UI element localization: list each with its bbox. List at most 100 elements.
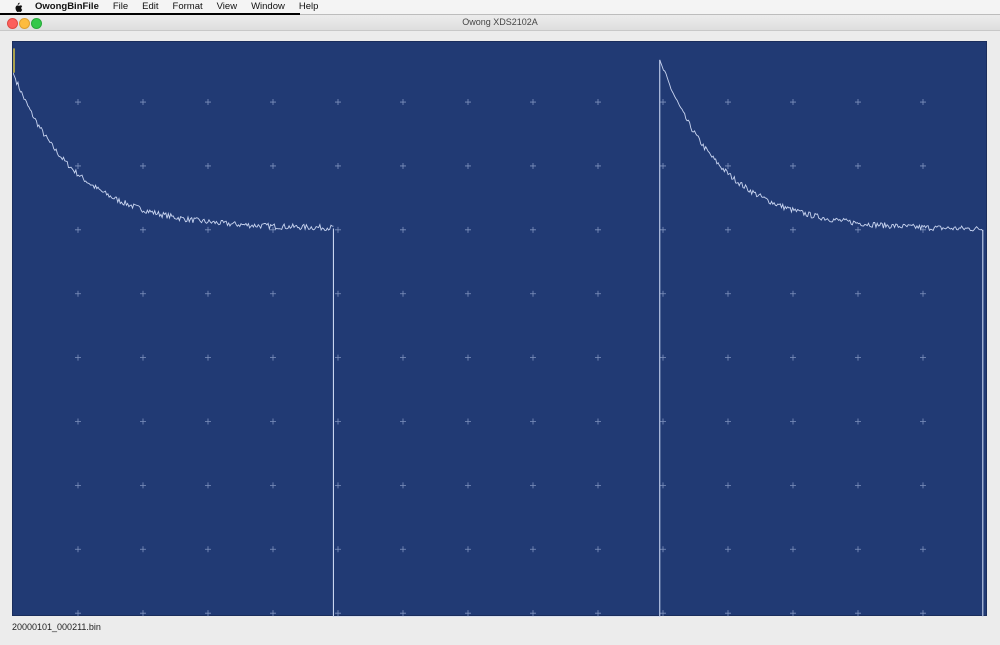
trace-segment [13, 72, 334, 232]
waveform-plot [13, 48, 984, 617]
grid-cross [335, 226, 341, 233]
grid-cross [595, 162, 601, 169]
grid-cross [790, 290, 796, 297]
window-minimize-button[interactable] [19, 18, 30, 29]
grid-cross [920, 354, 926, 361]
grid-cross [400, 482, 406, 489]
grid-cross [530, 546, 536, 553]
grid-cross [725, 546, 731, 553]
grid-cross [140, 482, 146, 489]
grid-cross [855, 482, 861, 489]
status-filename: 20000101_000211.bin [12, 622, 101, 632]
grid-cross [790, 226, 796, 233]
grid-cross [140, 546, 146, 553]
grid-cross [855, 354, 861, 361]
grid-cross [335, 610, 341, 617]
grid-cross [725, 418, 731, 425]
menu-format[interactable]: Format [172, 1, 203, 12]
grid-cross [595, 418, 601, 425]
grid-cross [920, 610, 926, 617]
menu-view[interactable]: View [216, 1, 238, 12]
grid-cross [725, 162, 731, 169]
grid-cross [75, 99, 81, 106]
grid-cross [530, 162, 536, 169]
grid-cross [660, 418, 666, 425]
grid-cross [335, 482, 341, 489]
grid-cross [270, 354, 276, 361]
grid-cross [465, 610, 471, 617]
grid-cross [205, 418, 211, 425]
grid-cross [595, 290, 601, 297]
grid-cross [205, 290, 211, 297]
grid-cross [465, 418, 471, 425]
grid-cross [530, 610, 536, 617]
grid-cross [465, 99, 471, 106]
grid-cross [660, 482, 666, 489]
grid-cross [270, 162, 276, 169]
grid-cross [465, 354, 471, 361]
grid-cross [335, 418, 341, 425]
grid-cross [400, 290, 406, 297]
grid-cross [140, 354, 146, 361]
grid-cross [270, 99, 276, 106]
grid-cross [465, 226, 471, 233]
grid-cross [75, 290, 81, 297]
grid-cross [205, 546, 211, 553]
grid-cross [530, 482, 536, 489]
grid-markers [75, 99, 926, 617]
grid-cross [335, 546, 341, 553]
grid-cross [140, 290, 146, 297]
grid-cross [790, 99, 796, 106]
grid-cross [400, 610, 406, 617]
grid-cross [465, 546, 471, 553]
grid-cross [400, 162, 406, 169]
grid-cross [855, 610, 861, 617]
grid-cross [205, 99, 211, 106]
menu-app-name[interactable]: OwongBinFile [35, 1, 99, 12]
menu-file[interactable]: File [112, 1, 129, 12]
grid-cross [725, 226, 731, 233]
grid-cross [725, 290, 731, 297]
grid-cross [920, 418, 926, 425]
grid-cross [140, 610, 146, 617]
grid-cross [465, 482, 471, 489]
grid-cross [595, 546, 601, 553]
grid-cross [205, 226, 211, 233]
grid-cross [725, 99, 731, 106]
grid-cross [855, 99, 861, 106]
grid-cross [790, 610, 796, 617]
grid-cross [335, 354, 341, 361]
grid-cross [660, 610, 666, 617]
grid-cross [400, 226, 406, 233]
grid-cross [595, 226, 601, 233]
grid-cross [530, 226, 536, 233]
grid-cross [140, 418, 146, 425]
grid-cross [75, 610, 81, 617]
window-titlebar[interactable]: Owong XDS2102A [0, 15, 1000, 31]
apple-icon[interactable] [11, 2, 25, 13]
menu-help[interactable]: Help [298, 1, 319, 12]
grid-cross [530, 418, 536, 425]
grid-cross [205, 162, 211, 169]
grid-cross [790, 418, 796, 425]
grid-cross [920, 290, 926, 297]
waveform-display [12, 41, 987, 617]
grid-cross [855, 162, 861, 169]
menu-window[interactable]: Window [251, 1, 285, 12]
window-zoom-button[interactable] [31, 18, 42, 29]
grid-cross [75, 418, 81, 425]
grid-cross [530, 99, 536, 106]
grid-cross [790, 162, 796, 169]
trace-segment [659, 59, 984, 232]
grid-cross [595, 482, 601, 489]
grid-cross [920, 226, 926, 233]
grid-cross [205, 482, 211, 489]
grid-cross [660, 290, 666, 297]
grid-cross [855, 546, 861, 553]
menu-focus-underline [0, 13, 300, 15]
grid-cross [140, 162, 146, 169]
menu-edit[interactable]: Edit [142, 1, 159, 12]
waveform-traces [13, 48, 984, 617]
grid-cross [920, 546, 926, 553]
window-close-button[interactable] [7, 18, 18, 29]
